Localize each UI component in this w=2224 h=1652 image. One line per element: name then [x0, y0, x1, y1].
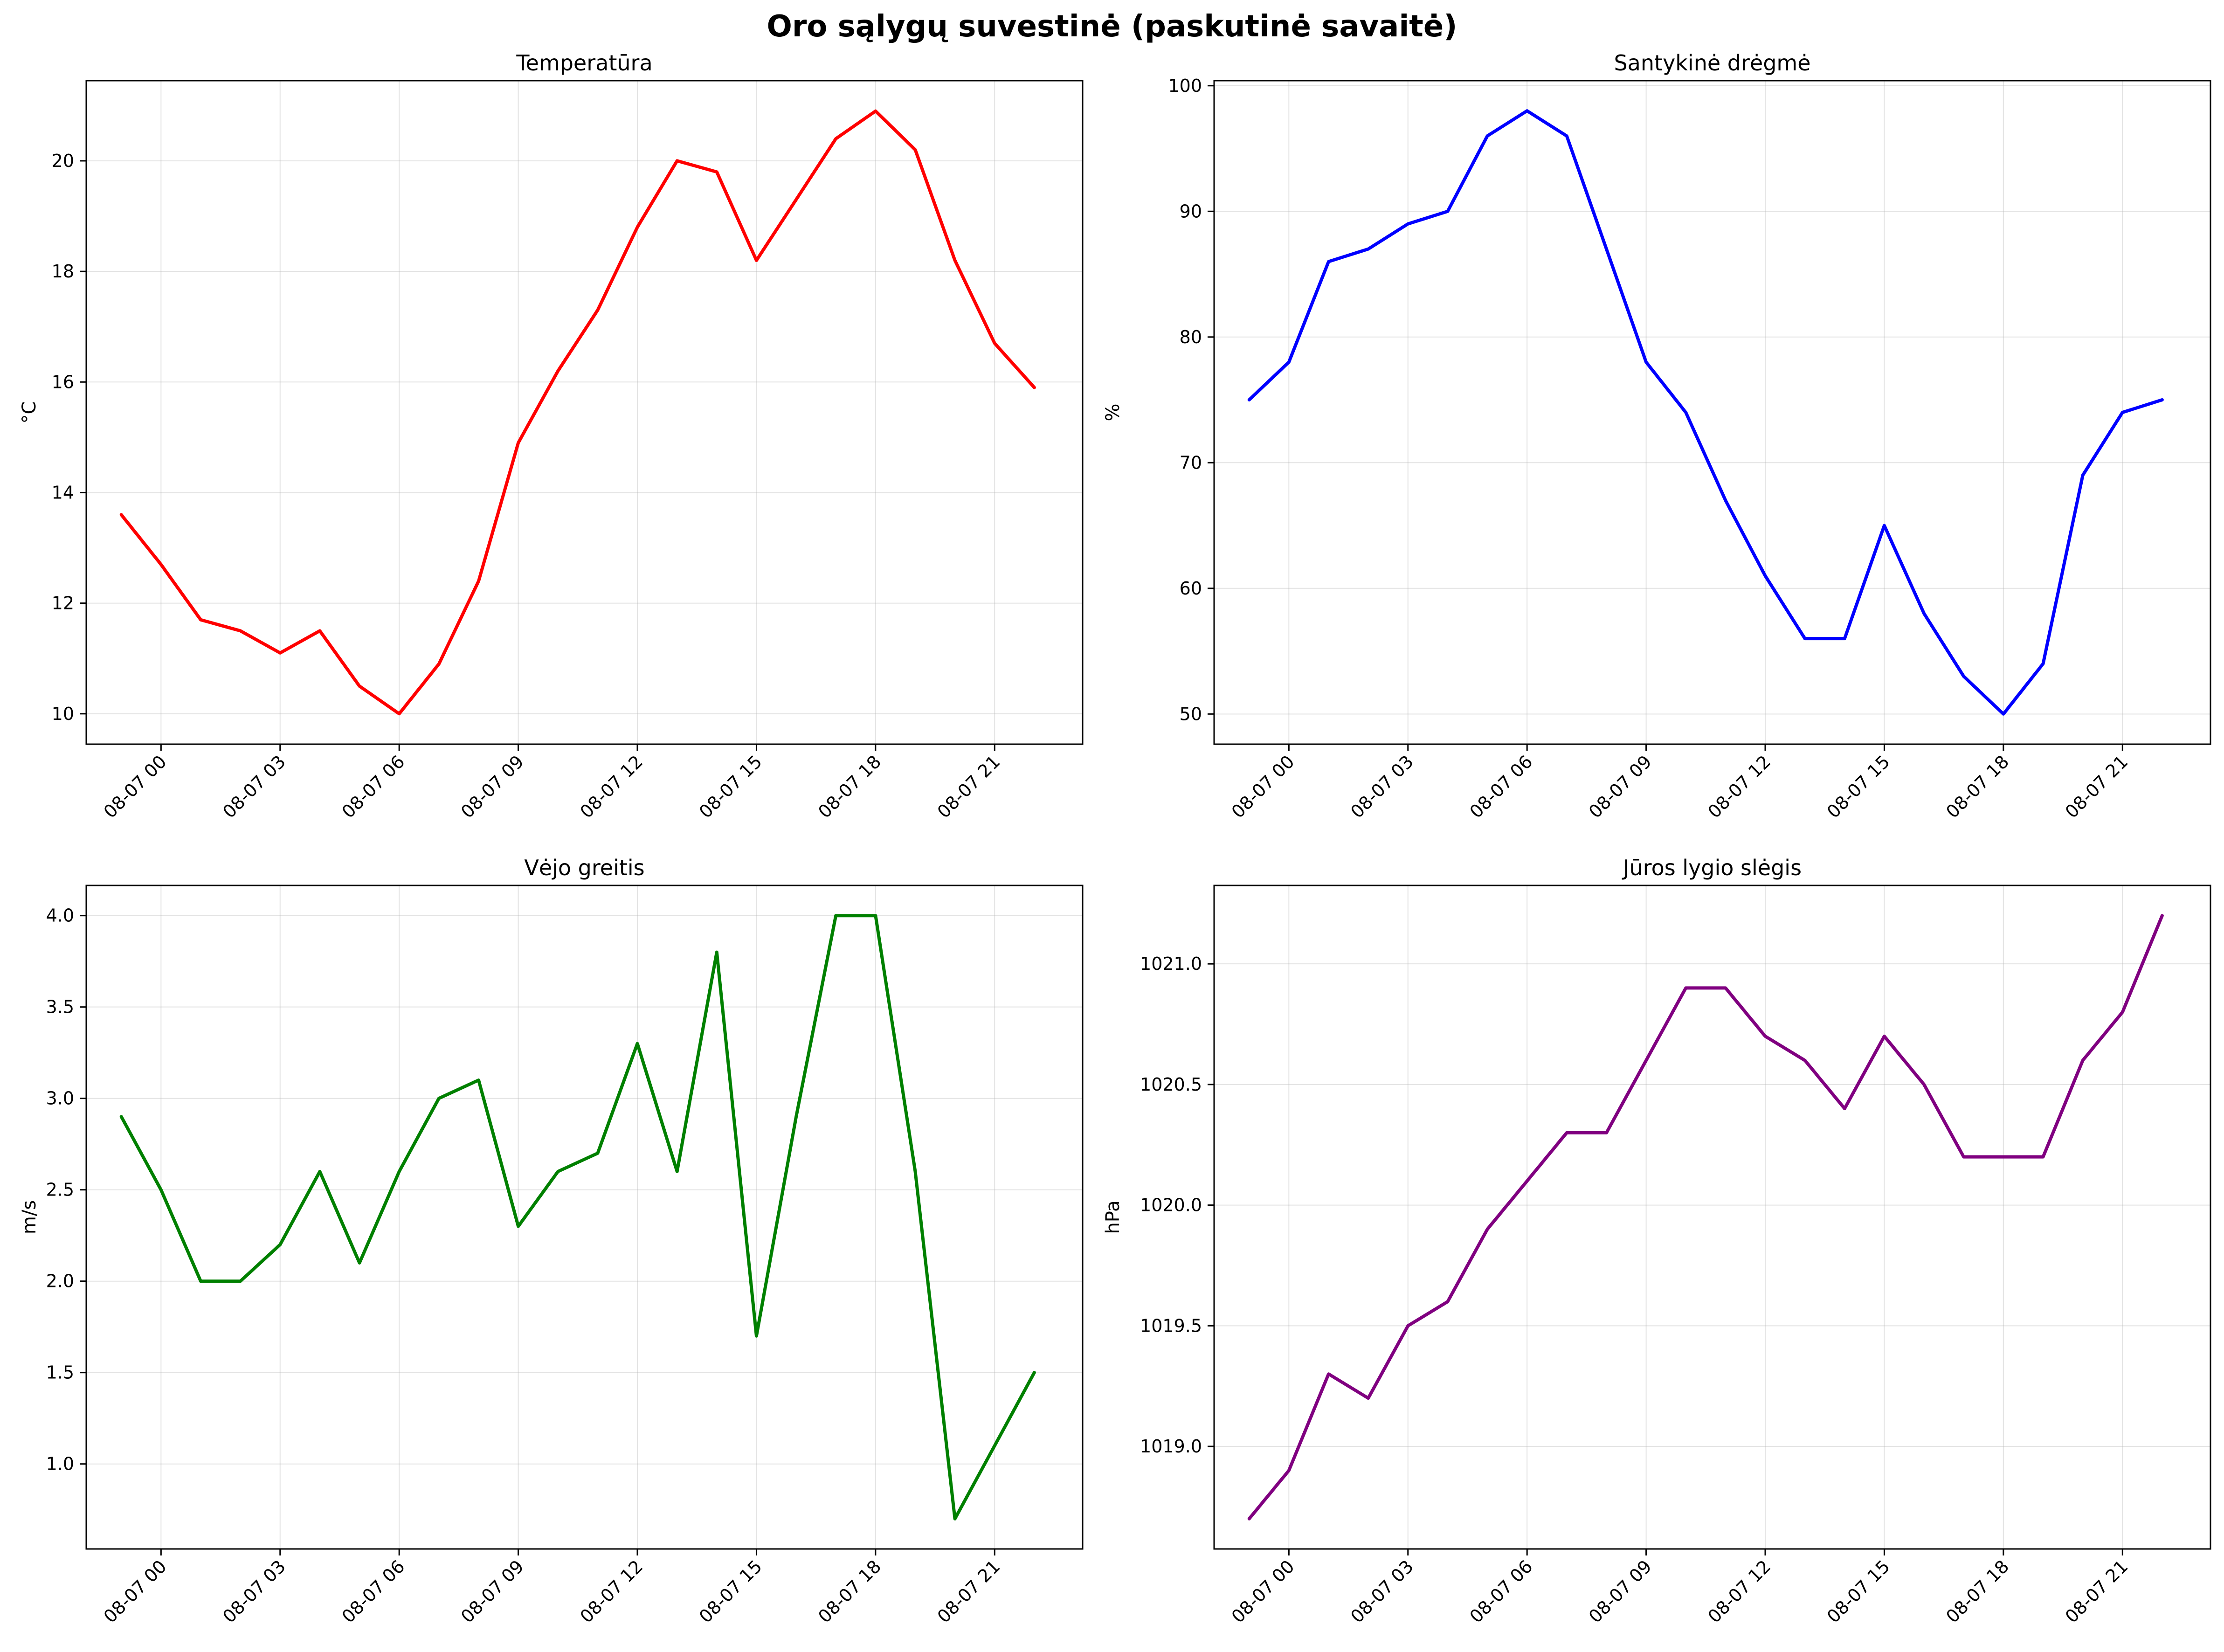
humidity-ytick-label-4: 90: [1180, 201, 1202, 221]
humidity-series-line: [1247, 109, 2164, 716]
pressure-ytick-label-0: 1019.0: [1140, 1436, 1202, 1457]
temperature-y-axis-label: °C: [19, 401, 40, 424]
wind-speed-panel-title: Vėjo greitis: [524, 855, 644, 880]
humidity-ytick-label-3: 80: [1180, 327, 1202, 347]
humidity-y-axis-label: %: [1102, 403, 1124, 421]
pressure-ytick-label-3: 1020.5: [1140, 1074, 1202, 1095]
temperature-ytick-label-3: 16: [52, 372, 74, 392]
temperature-ytick-label-1: 12: [52, 593, 74, 614]
wind-speed-ytick-label-0: 1.0: [46, 1454, 74, 1474]
pressure-ytick-label-1: 1019.5: [1140, 1315, 1202, 1336]
figure-title: Oro sąlygų suvestinė (paskutinė savaitė): [767, 9, 1457, 44]
temperature-panel-title: Temperatūra: [516, 50, 652, 76]
wind-speed-axes-frame: [85, 885, 1084, 1550]
wind-speed-ytick-label-1: 1.5: [46, 1362, 74, 1383]
wind-speed-ytick-label-6: 4.0: [46, 905, 74, 926]
temperature-series-line: [119, 109, 1036, 716]
pressure-panel-title: Jūros lygio slėgis: [1622, 855, 1802, 880]
humidity-ytick-label-1: 60: [1180, 578, 1202, 599]
wind-speed-y-axis-label: m/s: [19, 1200, 40, 1234]
temperature-ytick-label-2: 14: [52, 482, 74, 503]
humidity-ytick-label-2: 70: [1180, 452, 1202, 473]
humidity-axes-frame: [1213, 80, 2211, 745]
humidity-ytick-label-0: 50: [1180, 704, 1202, 724]
humidity-panel-title: Santykinė drėgmė: [1614, 50, 1810, 76]
temperature-ytick-label-5: 20: [52, 151, 74, 171]
wind-speed-ytick-label-2: 2.0: [46, 1271, 74, 1292]
pressure-ytick-label-4: 1021.0: [1140, 954, 1202, 974]
wind-speed-series-line: [119, 914, 1036, 1521]
pressure-ytick-label-2: 1020.0: [1140, 1195, 1202, 1216]
humidity-ytick-label-5: 100: [1168, 76, 1202, 96]
pressure-series-line: [1247, 914, 2164, 1521]
temperature-ytick-label-0: 10: [52, 704, 74, 724]
temperature-ytick-label-4: 18: [52, 261, 74, 282]
wind-speed-ytick-label-4: 3.0: [46, 1088, 74, 1109]
temperature-axes-frame: [85, 80, 1084, 745]
pressure-y-axis-label: hPa: [1102, 1200, 1124, 1234]
wind-speed-ytick-label-5: 3.5: [46, 997, 74, 1017]
wind-speed-ytick-label-3: 2.5: [46, 1180, 74, 1200]
pressure-axes-frame: [1213, 885, 2211, 1550]
